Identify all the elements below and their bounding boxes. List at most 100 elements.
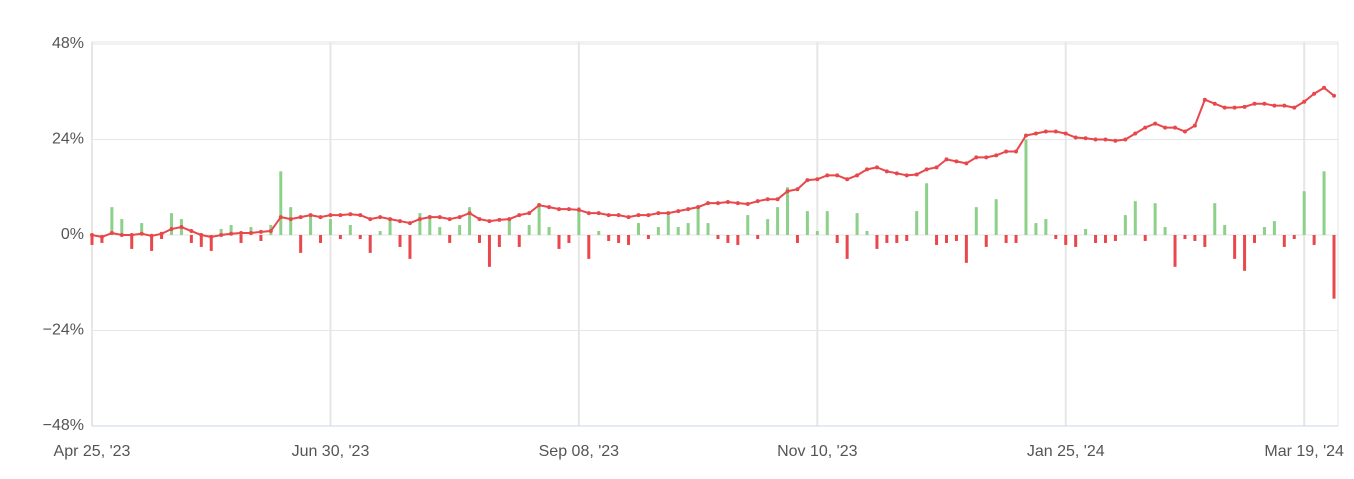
line-dot: [576, 207, 581, 212]
bar: [1302, 191, 1306, 235]
bar: [448, 235, 452, 243]
bar: [259, 235, 263, 241]
bar: [676, 227, 680, 235]
bar: [120, 219, 124, 235]
line-dot: [318, 215, 323, 220]
bar: [189, 235, 193, 243]
bar: [1054, 235, 1058, 239]
line-dot: [457, 215, 462, 220]
bar: [328, 219, 332, 235]
line-dot: [338, 213, 343, 218]
bar: [1253, 235, 1257, 243]
line-dot: [874, 165, 879, 170]
bar: [875, 235, 879, 249]
bar: [686, 223, 690, 235]
line-dot: [239, 231, 244, 236]
bar: [607, 235, 611, 241]
line-dot: [1173, 125, 1178, 130]
bar: [428, 215, 432, 235]
y-tick-label: 24%: [52, 131, 84, 148]
line-dot: [1192, 123, 1197, 128]
bar: [239, 235, 243, 243]
bar: [1292, 235, 1296, 239]
bar: [646, 235, 650, 239]
line-dot: [219, 233, 224, 237]
line-dot: [815, 177, 820, 182]
line-dot: [169, 227, 174, 232]
bar: [348, 225, 352, 235]
line-dot: [189, 229, 194, 234]
bar: [1143, 235, 1147, 241]
bar: [378, 231, 382, 235]
line-dot: [666, 211, 671, 216]
line-dot: [308, 213, 313, 218]
y-tick-label: 48%: [52, 35, 84, 52]
y-tick-label: 0%: [61, 226, 84, 243]
bar: [1113, 235, 1117, 241]
line-dot: [298, 215, 303, 220]
bar: [557, 235, 561, 249]
bar: [925, 183, 929, 235]
bar: [1004, 235, 1008, 243]
bar: [537, 203, 541, 235]
line-dot: [487, 219, 492, 224]
line-dot: [159, 231, 164, 236]
x-tick-label: Jan 25, '24: [1027, 443, 1105, 460]
line-dot: [358, 213, 363, 218]
bar: [458, 225, 462, 235]
line-dot: [934, 165, 939, 170]
bar: [805, 211, 809, 235]
y-tick-label: −48%: [43, 417, 84, 434]
line-dot: [835, 173, 840, 178]
bar: [984, 235, 988, 247]
bar: [1064, 235, 1068, 245]
bar: [229, 225, 233, 235]
line-dot: [437, 215, 442, 220]
line-dot: [1023, 133, 1028, 138]
line-dot: [477, 217, 482, 222]
bar: [1153, 203, 1157, 235]
line-dot: [636, 213, 641, 218]
line-dot: [467, 211, 472, 216]
line-dot: [90, 233, 94, 237]
bar: [408, 235, 412, 259]
bar: [1203, 235, 1207, 247]
line-dot: [1232, 105, 1237, 110]
line-dot: [755, 199, 760, 204]
bar: [776, 207, 780, 235]
line-dot: [1262, 101, 1267, 106]
bar: [954, 235, 958, 241]
bar: [219, 229, 223, 235]
line-dot: [1272, 103, 1277, 108]
line-dot: [944, 157, 949, 162]
line-dot: [497, 217, 502, 222]
line-dot: [715, 201, 720, 206]
bar: [964, 235, 968, 263]
bar: [1332, 235, 1336, 299]
line-dot: [1322, 85, 1327, 90]
bar: [656, 227, 660, 235]
line-dot: [865, 167, 870, 172]
bar: [855, 213, 859, 235]
bar: [627, 235, 631, 245]
bar: [994, 199, 998, 235]
line-dot: [149, 233, 154, 238]
line-dot: [1282, 103, 1287, 108]
line-dot: [348, 212, 353, 217]
line-dot: [1153, 121, 1158, 126]
bar: [547, 227, 551, 235]
bar: [1282, 235, 1286, 247]
line-dot: [1163, 125, 1168, 130]
cumulative-line: [91, 86, 1335, 239]
bar: [1312, 235, 1316, 245]
bar: [299, 235, 303, 253]
line-dot: [1202, 97, 1207, 102]
line-dot: [725, 199, 730, 204]
line-dot: [974, 155, 979, 160]
bar: [418, 213, 422, 235]
bar: [368, 235, 372, 253]
line-dot: [537, 203, 542, 208]
bar: [140, 223, 144, 235]
bar: [845, 235, 849, 259]
line-dot: [527, 211, 532, 216]
